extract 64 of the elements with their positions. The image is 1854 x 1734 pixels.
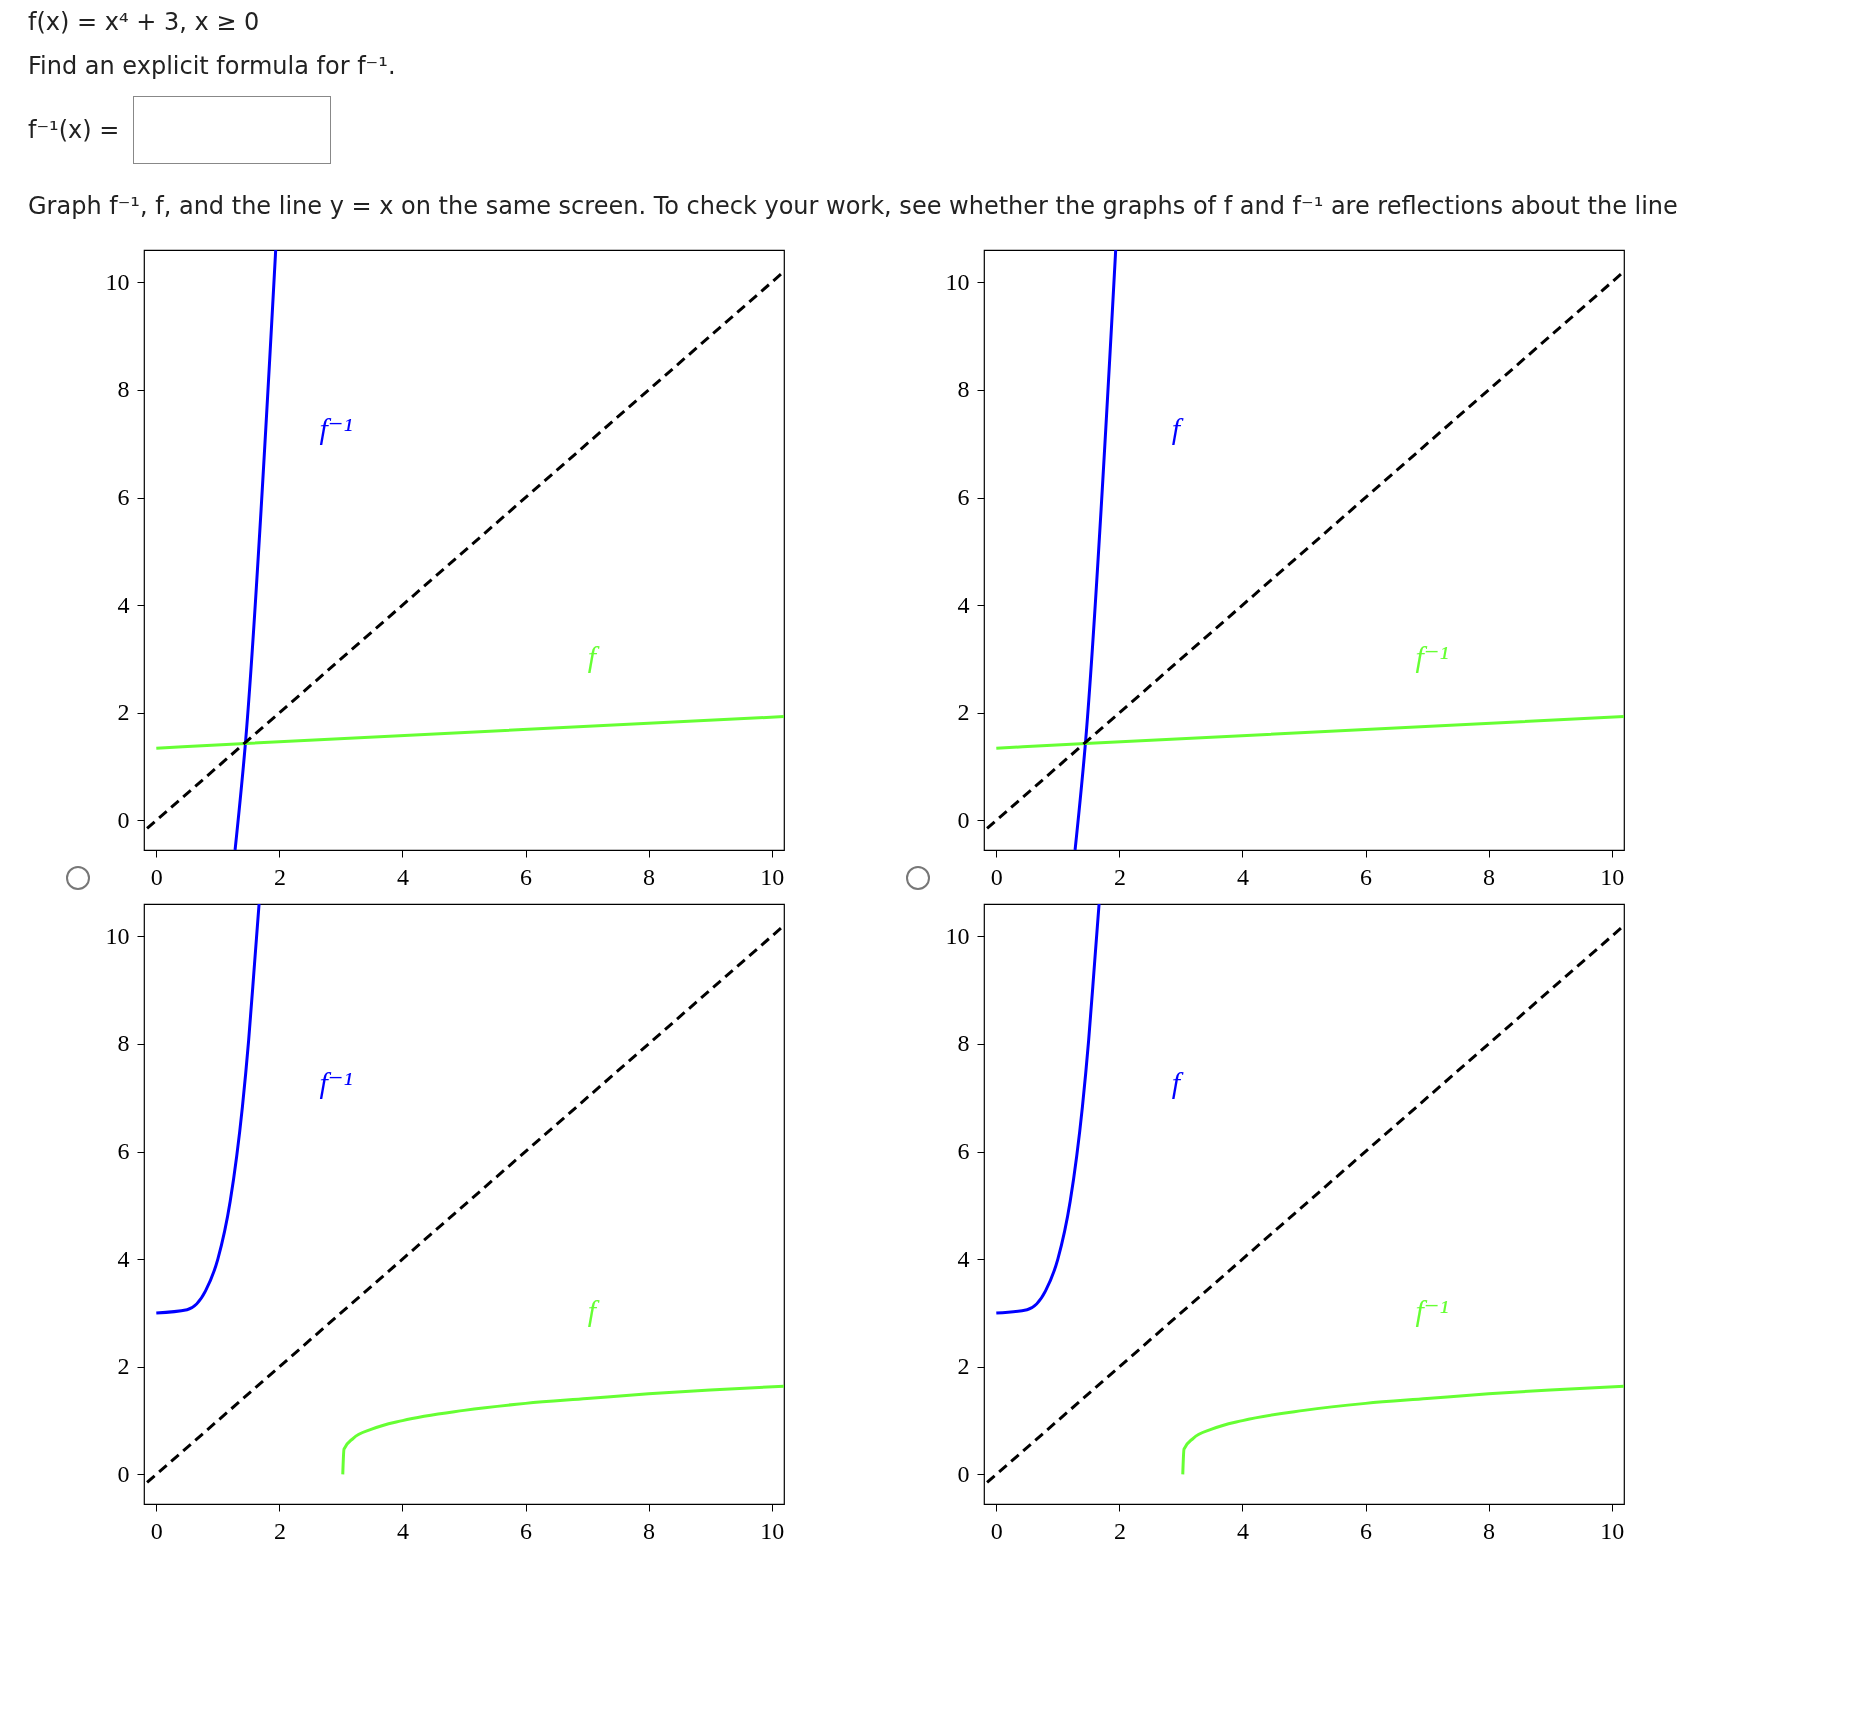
y-tick-label: 8 [957,376,970,403]
y-tick-label: 10 [105,268,130,295]
line-series [994,904,1101,1315]
text: Find an explicit formula for f⁻¹. [28,52,397,80]
y-tick-label: 6 [117,1138,130,1165]
y-tick-label: 10 [105,922,130,949]
y-tick-label: 10 [945,922,970,949]
y-tick-label: 10 [945,268,970,295]
x-tick-label: 4 [1236,863,1249,890]
line-series [154,904,261,1315]
x-tick-label: 6 [520,1517,533,1544]
series-label: f [587,640,600,673]
x-tick-label: 8 [643,863,656,890]
text: f⁻¹ [319,1066,353,1099]
y-tick-label: 8 [957,1030,970,1057]
x-tick-label: 6 [1360,1517,1373,1544]
x-tick-label: 2 [273,1517,286,1544]
x-tick-label: 0 [150,1517,163,1544]
x-tick-label: 8 [1483,1517,1496,1544]
y-tick-label: 0 [117,806,130,833]
text: f⁻¹(x) = [28,116,120,144]
y-tick-label: 2 [117,1353,130,1380]
text: f [587,1294,600,1327]
x-tick-label: 6 [520,863,533,890]
y-tick-label: 0 [117,1460,130,1487]
series-label: f⁻¹ [1415,640,1449,673]
x-tick-label: 10 [1600,863,1625,890]
y-tick-label: 4 [117,591,130,618]
x-tick-label: 4 [396,1517,409,1544]
y-tick-label: 6 [117,484,130,511]
x-tick-label: 0 [990,863,1003,890]
y-tick-label: 0 [957,1460,970,1487]
y-tick-label: 8 [117,376,130,403]
y-tick-label: 4 [117,1245,130,1272]
x-tick-label: 4 [396,863,409,890]
y-tick-label: 4 [957,1245,970,1272]
x-tick-label: 2 [273,863,286,890]
x-tick-label: 0 [150,863,163,890]
text: f⁻¹ [1415,1294,1449,1327]
text: f [1171,1066,1184,1099]
x-tick-label: 10 [1600,1517,1625,1544]
y-tick-label: 8 [117,1030,130,1057]
x-tick-label: 6 [1360,863,1373,890]
y-tick-label: 6 [957,484,970,511]
x-tick-label: 10 [760,1517,785,1544]
y-tick-label: 0 [957,806,970,833]
x-tick-label: 2 [1113,863,1126,890]
x-tick-label: 8 [643,1517,656,1544]
text: f(x) = x⁴ + 3, x ≥ 0 [28,8,261,36]
x-tick-label: 2 [1113,1517,1126,1544]
line-series [341,1384,784,1476]
y-tick-label: 2 [957,699,970,726]
text: Graph f⁻¹, f, and the line y = x on the same screen. To check your work, see whether the graphs of f and f⁻¹ are reflections about the line [28,192,1679,220]
series-label: f⁻¹ [319,412,353,445]
y-tick-label: 2 [957,1353,970,1380]
x-tick-label: 4 [1236,1517,1249,1544]
x-tick-label: 0 [990,1517,1003,1544]
line-series [1181,1384,1624,1476]
y-tick-label: 4 [957,591,970,618]
y-tick-label: 2 [117,699,130,726]
text: f [1171,412,1184,445]
x-tick-label: 8 [1483,863,1496,890]
x-tick-label: 10 [760,863,785,890]
y-tick-label: 6 [957,1138,970,1165]
